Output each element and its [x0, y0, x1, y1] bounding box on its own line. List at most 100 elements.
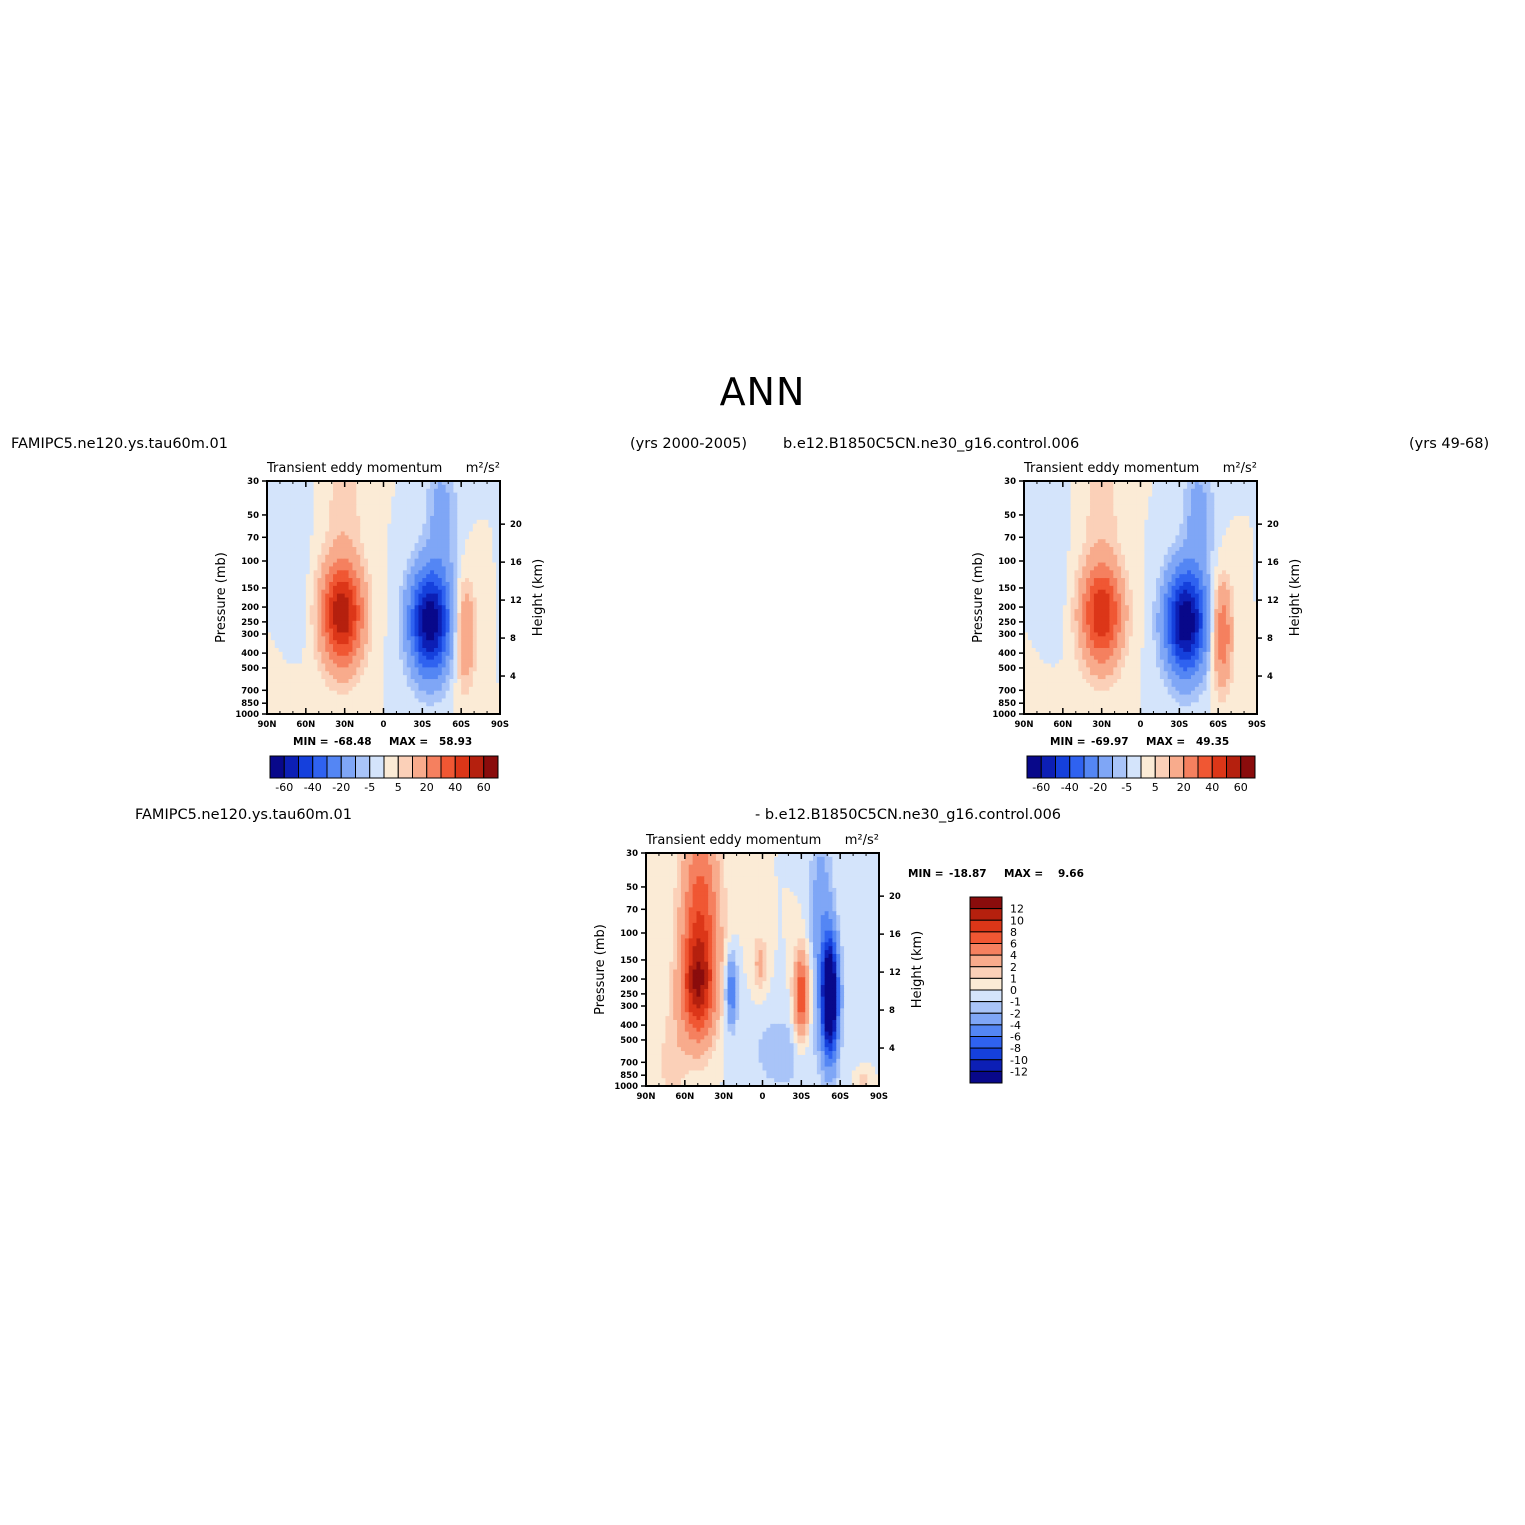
heatmap-cell: [1163, 484, 1169, 490]
heatmap-cell: [391, 601, 396, 606]
heatmap-cell: [441, 519, 447, 525]
heatmap-cell: [379, 500, 385, 505]
heatmap-cell: [387, 527, 392, 533]
heatmap-cell: [356, 543, 361, 548]
heatmap-cell: [465, 616, 470, 622]
heatmap-cell: [298, 675, 303, 680]
heatmap-cell: [309, 597, 315, 602]
heatmap-cell: [348, 535, 354, 540]
heatmap-cell: [1093, 519, 1099, 525]
heatmap-cell: [270, 531, 276, 536]
heatmap-cell: [348, 512, 354, 517]
heatmap-cell: [267, 628, 272, 634]
heatmap-cell: [1051, 543, 1056, 548]
heatmap-cell: [426, 492, 431, 498]
heatmap-cell: [465, 628, 470, 634]
heatmap-cell: [488, 659, 493, 665]
heatmap-cell: [379, 628, 385, 634]
heatmap-cell: [402, 508, 408, 513]
heatmap-cell: [1101, 488, 1107, 494]
heatmap-cell: [1031, 492, 1037, 498]
heatmap-cell: [430, 675, 435, 680]
heatmap-cell: [496, 488, 501, 494]
heatmap-cell: [356, 570, 361, 575]
heatmap-cell: [278, 585, 284, 591]
heatmap-cell: [441, 508, 447, 513]
heatmap-cell: [333, 585, 338, 591]
heatmap-cell: [298, 527, 303, 533]
heatmap-cell: [379, 550, 385, 556]
heatmap-cell: [399, 496, 404, 502]
heatmap-cell: [484, 593, 489, 599]
heatmap-cell: [298, 531, 303, 536]
heatmap-cell: [433, 620, 439, 626]
heatmap-cell: [399, 589, 404, 595]
heatmap-cell: [313, 609, 319, 614]
heatmap-cell: [422, 589, 427, 595]
heatmap-cell: [468, 613, 474, 618]
heatmap-cell: [290, 589, 295, 595]
heatmap-cell: [437, 628, 443, 634]
heatmap-cell: [290, 488, 295, 494]
heatmap-cell: [1237, 481, 1243, 486]
heatmap-cell: [286, 647, 291, 653]
heatmap-cell: [1113, 550, 1118, 556]
heatmap-cell: [336, 488, 342, 494]
heatmap-cell: [1148, 504, 1153, 509]
heatmap-cell: [391, 597, 396, 602]
heatmap-cell: [1132, 531, 1138, 536]
heatmap-cell: [364, 597, 369, 602]
heatmap-cell: [371, 647, 377, 653]
heatmap-cell: [321, 519, 326, 525]
heatmap-cell: [395, 601, 400, 606]
heatmap-cell: [356, 647, 361, 653]
heatmap-cell: [356, 671, 361, 676]
heatmap-cell: [1117, 539, 1122, 544]
heatmap-cell: [422, 519, 427, 525]
heatmap-cell: [1128, 543, 1134, 548]
heatmap-cell: [461, 640, 466, 645]
heatmap-cell: [472, 651, 478, 657]
heatmap-cell: [321, 547, 326, 552]
heatmap-cell: [1109, 492, 1114, 498]
heatmap-cell: [1124, 535, 1130, 540]
heatmap-cell: [383, 706, 388, 711]
heatmap-cell: [352, 702, 357, 707]
heatmap-cell: [1121, 496, 1126, 502]
heatmap-cell: [461, 515, 466, 521]
heatmap-cell: [333, 581, 338, 587]
heatmap-cell: [274, 578, 280, 583]
heatmap-cell: [278, 531, 284, 536]
heatmap-cell: [367, 682, 373, 688]
heatmap-cell: [317, 512, 322, 517]
heatmap-cell: [1245, 523, 1250, 529]
heatmap-cell: [1113, 504, 1118, 509]
heatmap-cell: [329, 609, 334, 614]
heatmap-cell: [453, 519, 458, 525]
heatmap-cell: [329, 492, 334, 498]
heatmap-cell: [406, 547, 412, 552]
heatmap-cell: [329, 508, 334, 513]
heatmap-cell: [418, 698, 423, 703]
heatmap-cell: [484, 663, 489, 668]
heatmap-cell: [441, 554, 447, 560]
heatmap-cell: [1097, 500, 1103, 505]
heatmap-cell: [1206, 523, 1211, 529]
heatmap-cell: [391, 671, 396, 676]
heatmap-cell: [278, 620, 284, 626]
heatmap-cell: [1171, 500, 1177, 505]
heatmap-cell: [344, 578, 350, 583]
heatmap-cell: [305, 667, 311, 672]
heatmap-cell: [1113, 481, 1118, 486]
heatmap-cell: [1159, 500, 1165, 505]
heatmap-cell: [282, 667, 288, 672]
heatmap-cell: [371, 624, 377, 630]
heatmap-cell: [399, 484, 404, 490]
heatmap-cell: [352, 578, 357, 583]
heatmap-cell: [340, 589, 346, 595]
heatmap-cell: [484, 554, 489, 560]
heatmap-cell: [488, 500, 493, 505]
heatmap-cell: [1179, 531, 1184, 536]
heatmap-cell: [422, 597, 427, 602]
heatmap-cell: [344, 613, 350, 618]
